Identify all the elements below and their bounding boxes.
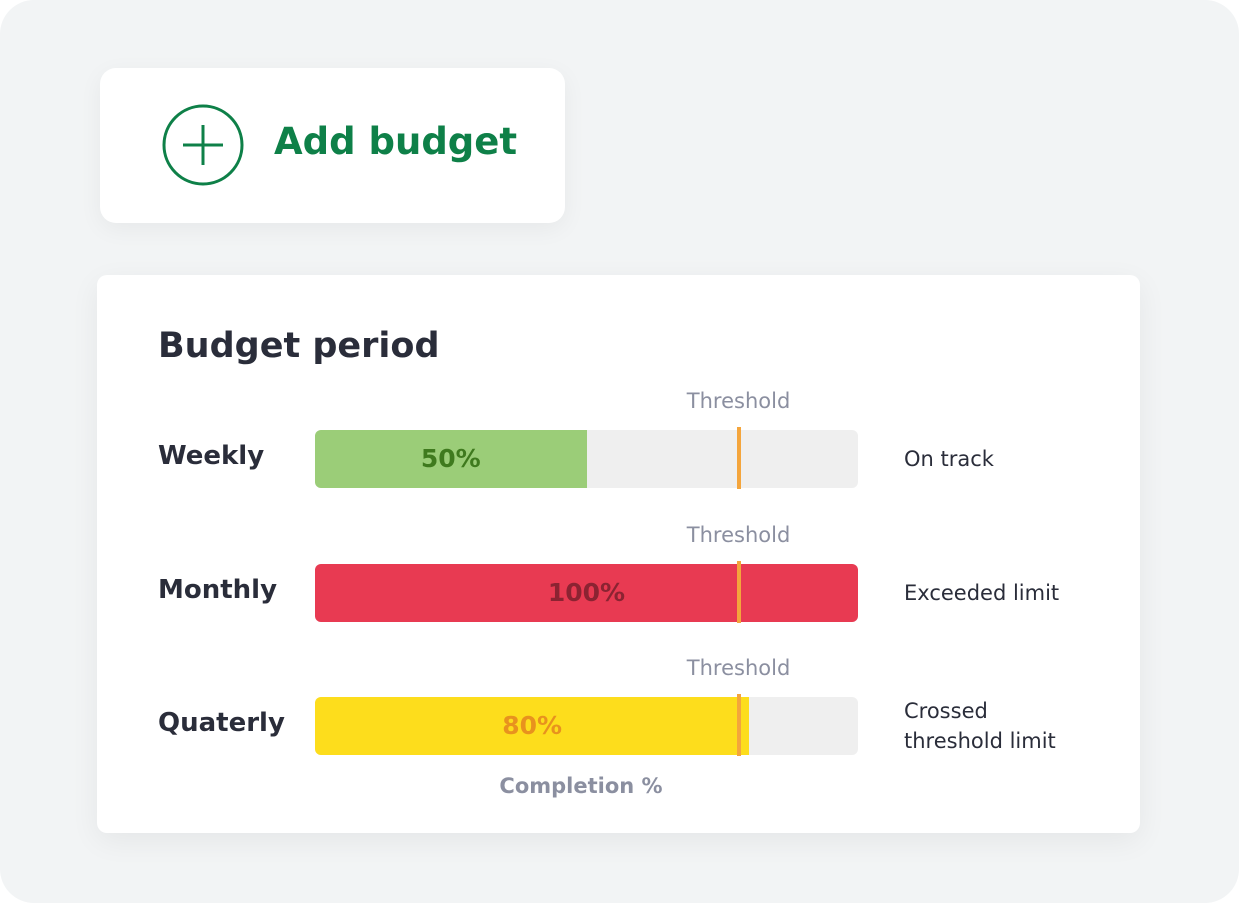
bar-track: 80% bbox=[315, 697, 858, 755]
panel-title: Budget period bbox=[158, 326, 440, 366]
add-budget-label[interactable]: Add budget bbox=[274, 120, 518, 163]
add-icon[interactable] bbox=[161, 103, 245, 187]
value-label: 100% bbox=[547, 577, 626, 607]
value-label: 50% bbox=[420, 444, 481, 473]
bar-track: 100% bbox=[315, 563, 858, 622]
row-label: Weekly bbox=[158, 441, 265, 471]
threshold-line bbox=[736, 427, 741, 489]
bar bbox=[315, 563, 858, 622]
threshold-label: Threshold bbox=[686, 389, 791, 413]
x-axis-label: Completion % bbox=[499, 774, 663, 798]
threshold-label: Threshold bbox=[686, 522, 791, 547]
status: Exceeded limit bbox=[904, 580, 1060, 605]
row-label: Quaterly bbox=[158, 708, 285, 738]
bar bbox=[315, 697, 750, 755]
threshold-line bbox=[736, 694, 741, 756]
threshold-line bbox=[736, 560, 741, 623]
threshold-label: Threshold bbox=[686, 656, 791, 680]
bar-track: 50% bbox=[315, 430, 858, 488]
bar bbox=[315, 430, 587, 488]
row-label: Monthly bbox=[158, 574, 278, 605]
status: On track bbox=[904, 447, 994, 471]
value-label: 80% bbox=[502, 711, 563, 740]
status: Crossed threshold limit bbox=[904, 699, 1056, 753]
add-budget-card[interactable] bbox=[100, 68, 565, 223]
